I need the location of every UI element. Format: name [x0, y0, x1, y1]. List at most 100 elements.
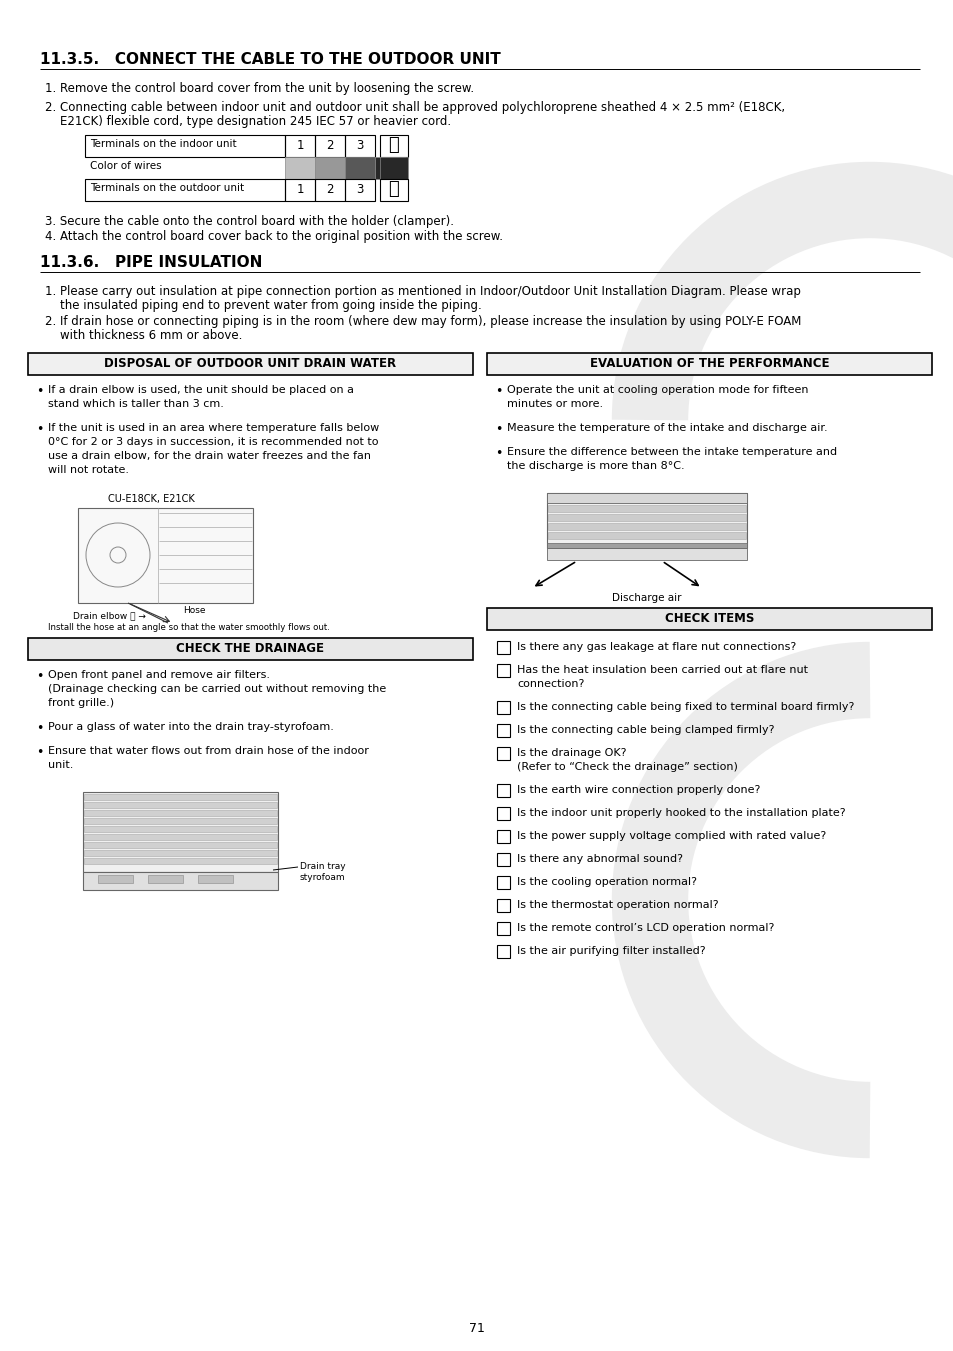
- Bar: [497, 784, 510, 797]
- Text: 71: 71: [469, 1323, 484, 1335]
- Bar: [547, 513, 745, 521]
- Text: 1. Remove the control board cover from the unit by loosening the screw.: 1. Remove the control board cover from t…: [45, 82, 474, 95]
- Text: 3: 3: [355, 139, 363, 153]
- Bar: [379, 178, 408, 201]
- Text: styrofoam: styrofoam: [299, 873, 345, 882]
- Text: the discharge is more than 8°C.: the discharge is more than 8°C.: [506, 461, 684, 471]
- Text: Install the hose at an angle so that the water smoothly flows out.: Install the hose at an angle so that the…: [48, 623, 330, 632]
- Bar: [84, 858, 276, 865]
- Text: front grille.): front grille.): [48, 698, 114, 708]
- Bar: [85, 178, 285, 201]
- Bar: [547, 532, 745, 539]
- Bar: [28, 353, 473, 376]
- Text: Ensure the difference between the intake temperature and: Ensure the difference between the intake…: [506, 447, 836, 457]
- Bar: [98, 875, 132, 884]
- Text: Is the air purifying filter installed?: Is the air purifying filter installed?: [517, 946, 705, 957]
- Bar: [285, 178, 314, 201]
- Text: Is there any abnormal sound?: Is there any abnormal sound?: [517, 854, 682, 865]
- Text: •: •: [36, 746, 43, 759]
- Text: unit.: unit.: [48, 761, 73, 770]
- Bar: [497, 830, 510, 843]
- Text: ⏚: ⏚: [388, 180, 399, 199]
- Text: 11.3.5.   CONNECT THE CABLE TO THE OUTDOOR UNIT: 11.3.5. CONNECT THE CABLE TO THE OUTDOOR…: [40, 51, 500, 68]
- Bar: [345, 135, 375, 157]
- Bar: [497, 944, 510, 958]
- Text: •: •: [495, 447, 502, 459]
- Bar: [497, 640, 510, 654]
- Text: Pour a glass of water into the drain tray-styrofoam.: Pour a glass of water into the drain tra…: [48, 721, 334, 732]
- Text: Is the indoor unit properly hooked to the installation plate?: Is the indoor unit properly hooked to th…: [517, 808, 844, 817]
- Bar: [497, 663, 510, 677]
- Bar: [547, 523, 745, 530]
- Bar: [285, 157, 314, 178]
- Text: Is the cooling operation normal?: Is the cooling operation normal?: [517, 877, 697, 888]
- Text: will not rotate.: will not rotate.: [48, 465, 129, 476]
- Text: E21CK) flexible cord, type designation 245 IEC 57 or heavier cord.: E21CK) flexible cord, type designation 2…: [60, 115, 451, 128]
- Text: 1. Please carry out insulation at pipe connection portion as mentioned in Indoor: 1. Please carry out insulation at pipe c…: [45, 285, 800, 299]
- Text: Color of wires: Color of wires: [90, 161, 161, 172]
- Text: 2: 2: [326, 139, 334, 153]
- Text: Is the drainage OK?: Is the drainage OK?: [517, 748, 626, 758]
- Text: Has the heat insulation been carried out at flare nut: Has the heat insulation been carried out…: [517, 665, 807, 676]
- Bar: [486, 353, 931, 376]
- Bar: [85, 135, 285, 157]
- Bar: [497, 921, 510, 935]
- Bar: [28, 638, 473, 661]
- Bar: [314, 178, 345, 201]
- Text: use a drain elbow, for the drain water freezes and the fan: use a drain elbow, for the drain water f…: [48, 451, 371, 461]
- Text: EVALUATION OF THE PERFORMANCE: EVALUATION OF THE PERFORMANCE: [589, 357, 828, 370]
- Bar: [84, 817, 276, 824]
- Bar: [84, 794, 276, 800]
- Text: 1: 1: [296, 182, 303, 196]
- Bar: [148, 875, 183, 884]
- Text: •: •: [495, 423, 502, 436]
- Text: 2. Connecting cable between indoor unit and outdoor unit shall be approved polyc: 2. Connecting cable between indoor unit …: [45, 101, 784, 113]
- Text: •: •: [36, 423, 43, 436]
- Bar: [546, 543, 746, 549]
- Bar: [497, 852, 510, 866]
- Bar: [314, 135, 345, 157]
- Bar: [314, 157, 345, 178]
- Text: CHECK ITEMS: CHECK ITEMS: [664, 612, 754, 626]
- Text: 3. Secure the cable onto the control board with the holder (clamper).: 3. Secure the cable onto the control boa…: [45, 215, 454, 228]
- Text: CHECK THE DRAINAGE: CHECK THE DRAINAGE: [176, 642, 324, 655]
- Bar: [497, 747, 510, 761]
- Text: If a drain elbow is used, the unit should be placed on a: If a drain elbow is used, the unit shoul…: [48, 385, 354, 394]
- Bar: [379, 135, 408, 157]
- Bar: [497, 724, 510, 738]
- Text: 0°C for 2 or 3 days in succession, it is recommended not to: 0°C for 2 or 3 days in succession, it is…: [48, 436, 378, 447]
- Text: Drain elbow Ⓑ →: Drain elbow Ⓑ →: [73, 611, 146, 620]
- Text: CU-E18CK, E21CK: CU-E18CK, E21CK: [108, 494, 194, 504]
- Text: DISPOSAL OF OUTDOOR UNIT DRAIN WATER: DISPOSAL OF OUTDOOR UNIT DRAIN WATER: [104, 357, 396, 370]
- Bar: [78, 508, 253, 603]
- Text: Is the thermostat operation normal?: Is the thermostat operation normal?: [517, 900, 718, 911]
- Bar: [497, 701, 510, 713]
- Bar: [84, 842, 276, 848]
- Text: 11.3.6.   PIPE INSULATION: 11.3.6. PIPE INSULATION: [40, 255, 262, 270]
- Bar: [547, 505, 745, 512]
- Bar: [345, 178, 375, 201]
- Bar: [486, 608, 931, 630]
- Bar: [285, 135, 314, 157]
- Text: Terminals on the outdoor unit: Terminals on the outdoor unit: [90, 182, 244, 193]
- Text: (Refer to “Check the drainage” section): (Refer to “Check the drainage” section): [517, 762, 737, 771]
- Text: 3: 3: [355, 182, 363, 196]
- Text: the insulated piping end to prevent water from going inside the piping.: the insulated piping end to prevent wate…: [60, 299, 481, 312]
- Text: ⏚: ⏚: [388, 136, 399, 154]
- Bar: [497, 875, 510, 889]
- Bar: [84, 802, 276, 808]
- Bar: [84, 850, 276, 857]
- Text: 1: 1: [296, 139, 303, 153]
- Text: 4. Attach the control board cover back to the original position with the screw.: 4. Attach the control board cover back t…: [45, 230, 502, 243]
- Bar: [198, 875, 233, 884]
- Text: Drain tray: Drain tray: [299, 862, 345, 871]
- Text: Is there any gas leakage at flare nut connections?: Is there any gas leakage at flare nut co…: [517, 642, 796, 653]
- Text: (Drainage checking can be carried out without removing the: (Drainage checking can be carried out wi…: [48, 684, 386, 694]
- Text: with thickness 6 mm or above.: with thickness 6 mm or above.: [60, 330, 242, 342]
- Text: Operate the unit at cooling operation mode for fifteen: Operate the unit at cooling operation mo…: [506, 385, 807, 394]
- Text: Measure the temperature of the intake and discharge air.: Measure the temperature of the intake an…: [506, 423, 827, 434]
- Bar: [497, 898, 510, 912]
- Text: connection?: connection?: [517, 680, 584, 689]
- Text: Discharge air: Discharge air: [612, 593, 681, 603]
- Text: stand which is taller than 3 cm.: stand which is taller than 3 cm.: [48, 399, 224, 409]
